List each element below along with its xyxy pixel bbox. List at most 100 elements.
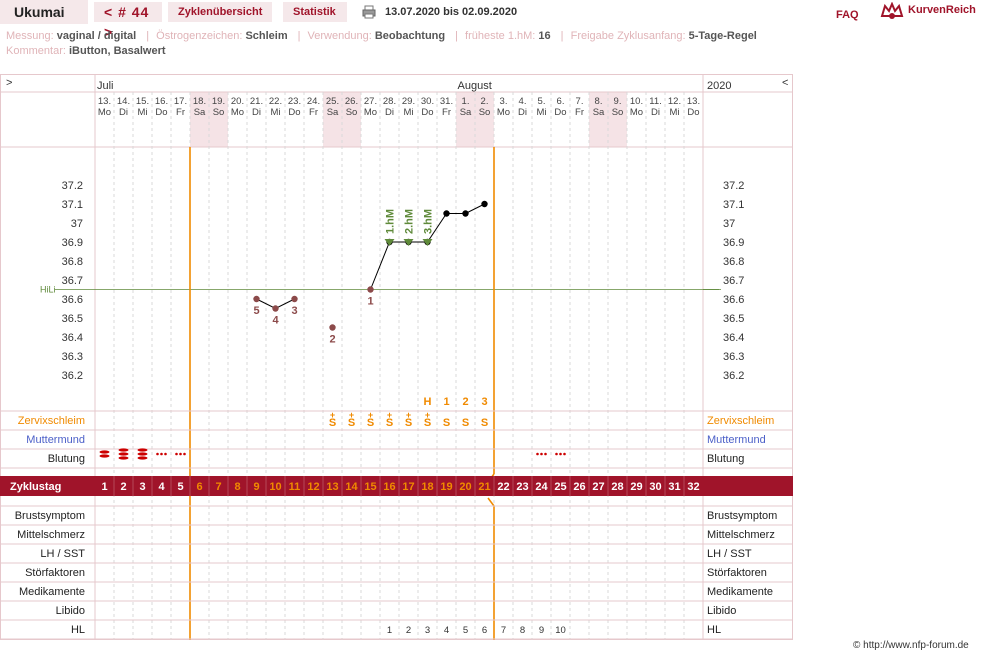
hm-label: früheste 1.hM: — [465, 30, 536, 42]
date-label: 3. — [500, 96, 508, 107]
logo-text[interactable]: KurvenReich — [908, 4, 976, 16]
date-label: 5. — [538, 96, 546, 107]
bleeding-heavy-mark — [137, 456, 148, 460]
hm-value: 16 — [538, 30, 551, 42]
temp-point — [462, 210, 469, 217]
temp-tick-left: 37.1 — [62, 199, 83, 211]
row-label-right: Brustsymptom — [707, 510, 777, 522]
temp-tick-right: 36.9 — [723, 237, 744, 249]
peak-label: 3 — [481, 396, 487, 408]
weekend-shade — [589, 92, 608, 147]
weekday-label: Mi — [403, 107, 413, 118]
bleeding-heavy-mark — [99, 450, 110, 454]
weekday-label: Mo — [497, 107, 510, 118]
bleeding-heavy-mark — [137, 452, 148, 456]
mucus-plus: + — [387, 410, 392, 420]
lower-temp-label: 4 — [272, 315, 279, 327]
temp-tick-left: 36.8 — [62, 256, 83, 268]
temp-point — [481, 200, 488, 208]
weekend-shade — [209, 92, 228, 147]
cycle-day-number: 2 — [120, 481, 126, 493]
cycle-day-number: 28 — [611, 481, 623, 493]
row-label-right: Muttermund — [707, 434, 766, 446]
mucus-symbol: S — [405, 417, 412, 429]
weekday-label: Sa — [194, 107, 206, 118]
month-label: Juli — [97, 80, 114, 92]
weekday-label: So — [213, 107, 225, 118]
peak-label: 1 — [443, 396, 449, 408]
cycle-day-number: 13 — [326, 481, 338, 493]
temp-tick-left: 36.9 — [62, 237, 83, 249]
weekday-label: Sa — [327, 107, 339, 118]
faq-link[interactable]: FAQ — [836, 9, 859, 21]
row-label-left: Blutung — [48, 453, 85, 465]
date-label: 25. — [326, 96, 339, 107]
hm-label: 2.hM — [404, 209, 416, 234]
weekday-label: Di — [119, 107, 128, 118]
cycle-day-number: 8 — [234, 481, 240, 493]
cycle-day-number: 9 — [253, 481, 259, 493]
nav-next-button[interactable]: < — [782, 77, 788, 89]
cycle-day-label: Zyklustag — [10, 481, 61, 493]
bleeding-light-dot — [160, 452, 163, 456]
bleeding-light-dot — [563, 452, 566, 456]
date-label: 23. — [288, 96, 301, 107]
date-label: 10. — [630, 96, 643, 107]
date-label: 27. — [364, 96, 377, 107]
date-label: 16. — [155, 96, 168, 107]
row-label-right: Störfaktoren — [707, 567, 767, 579]
temp-tick-left: 37 — [71, 218, 83, 230]
hl-value: 5 — [463, 625, 468, 636]
temp-point — [291, 295, 298, 303]
bleeding-light-dot — [183, 452, 186, 456]
weekend-shade — [456, 92, 475, 147]
date-label: 29. — [402, 96, 415, 107]
weekday-label: Fr — [442, 107, 451, 118]
measurement-info: Messung: vaginal / digital | Östrogenzeic… — [6, 30, 757, 42]
weekday-label: Fr — [176, 107, 185, 118]
month-label: August — [458, 80, 492, 92]
bleeding-light-dot — [156, 452, 159, 456]
bleeding-light-dot — [175, 452, 178, 456]
mucus-plus: + — [368, 410, 373, 420]
cycle-day-number: 4 — [158, 481, 165, 493]
date-label: 26. — [345, 96, 358, 107]
cycle-chart: > <Juli August 202013.Mo14.Di15.Mi16.Do17.F… — [0, 74, 793, 640]
kurvenreich-logo-icon[interactable] — [880, 2, 904, 20]
weekday-label: Do — [155, 107, 167, 118]
mucus-symbol: S — [424, 417, 431, 429]
tab-cycle-overview[interactable]: Zyklenübersicht — [168, 2, 272, 22]
bleeding-light-dot — [540, 452, 543, 456]
temp-point — [443, 210, 450, 217]
weekday-label: Do — [687, 107, 699, 118]
weekend-shade — [475, 92, 494, 147]
mucus-symbol: S — [329, 417, 336, 429]
temp-tick-right: 37.2 — [723, 180, 744, 192]
temp-tick-left: 36.3 — [62, 351, 83, 363]
date-label: 17. — [174, 96, 187, 107]
cycle-day-number: 32 — [687, 481, 699, 493]
weekday-label: Mi — [536, 107, 546, 118]
freigabe-label: Freigabe Zyklusanfang: — [570, 30, 686, 42]
weekday-label: Do — [421, 107, 433, 118]
lower-temp-label: 3 — [291, 305, 297, 317]
kommentar-value: iButton, Basalwert — [68, 45, 166, 57]
weekday-label: So — [612, 107, 624, 118]
hl-value: 10 — [555, 625, 566, 636]
cycle-nav-button[interactable]: < # 44 > — [94, 2, 162, 40]
mucus-plus: + — [349, 410, 354, 420]
weekday-label: Mo — [98, 107, 111, 118]
bleeding-light-dot — [544, 452, 547, 456]
tab-statistics[interactable]: Statistik — [283, 2, 347, 22]
weekday-label: Do — [288, 107, 300, 118]
date-label: 24. — [307, 96, 320, 107]
lower-temp-label: 2 — [329, 334, 335, 346]
bleeding-heavy-mark — [118, 448, 129, 452]
mucus-symbol: S — [348, 417, 355, 429]
weekday-label: Do — [554, 107, 566, 118]
temp-tick-right: 36.6 — [723, 294, 744, 306]
weekend-shade — [342, 92, 361, 147]
row-label-left: Störfaktoren — [25, 567, 85, 579]
nav-prev-button[interactable]: > — [6, 77, 12, 89]
print-icon[interactable] — [362, 5, 376, 19]
